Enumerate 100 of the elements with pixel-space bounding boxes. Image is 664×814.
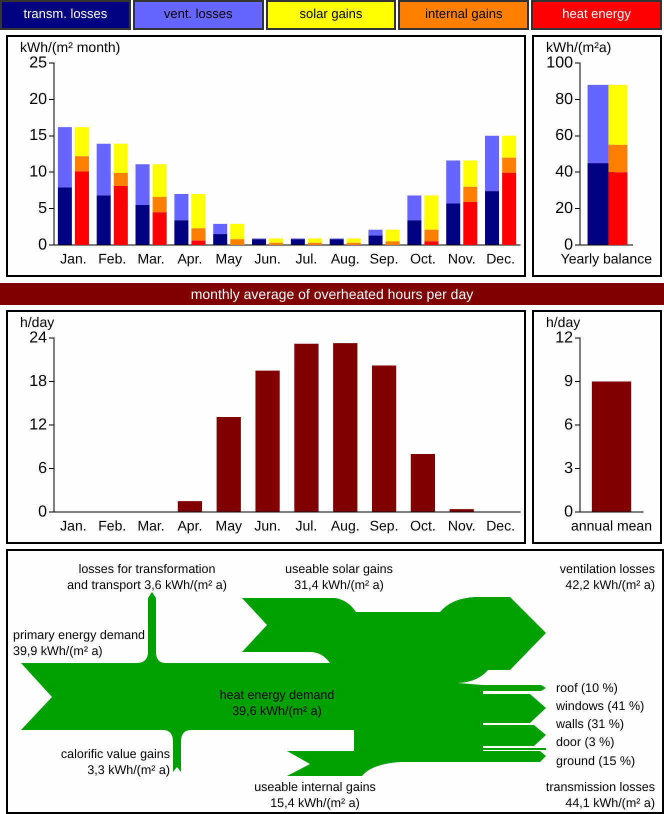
bar (368, 230, 383, 236)
y-axis-title: h/day (20, 314, 54, 330)
y-tick-label: 6 (564, 416, 574, 434)
bar (446, 204, 460, 244)
bar (252, 239, 266, 244)
bar (386, 241, 400, 245)
bar (174, 194, 188, 220)
y-axis-title: h/day (546, 314, 580, 330)
x-tick-label: Apr. (177, 517, 202, 534)
text: transmission losses 44,1 kWh/(m² a) (546, 779, 655, 811)
x-tick-label: Feb. (98, 517, 126, 534)
bar (269, 238, 284, 243)
x-tick-label: Jan. (60, 517, 87, 534)
y-tick-label: 80 (555, 90, 574, 108)
y-tick-label: 9 (564, 372, 574, 390)
x-tick-label: Feb. (98, 250, 126, 266)
bar (74, 127, 89, 156)
bar (230, 239, 244, 245)
text: vent. losses (132, 0, 264, 30)
bar (96, 144, 111, 196)
y-tick-label: 24 (29, 329, 48, 346)
bar (407, 195, 422, 220)
text: ground (15 %) (556, 753, 636, 769)
bar (502, 172, 516, 245)
bar (502, 136, 516, 158)
x-tick-label: Oct. (410, 250, 436, 266)
x-tick-label: Dec. (486, 517, 515, 534)
x-tick-label: Sep. (370, 517, 398, 534)
y-tick-label: 6 (38, 460, 48, 477)
bar (152, 212, 167, 245)
bar (114, 186, 128, 245)
bar (114, 172, 128, 186)
bar (152, 196, 167, 212)
bar (424, 241, 438, 245)
x-tick-label: Jun. (254, 517, 281, 534)
y-tick-label: 12 (29, 416, 48, 434)
x-tick-label: Mar. (137, 250, 165, 266)
bar (346, 238, 361, 243)
x-tick-label: Jul. (296, 517, 318, 534)
y-tick-label: 0 (38, 503, 48, 520)
bar (74, 156, 89, 172)
bar (213, 224, 228, 234)
chart-title: monthly average of overheated hours per day (0, 283, 664, 305)
text: transm. losses (0, 0, 131, 30)
y-tick-label: 20 (555, 200, 574, 218)
x-tick-label: Jun. (254, 250, 281, 266)
y-tick-label: 0 (38, 236, 48, 254)
x-tick-label: Aug. (330, 517, 360, 534)
text: useable internal gains 15,4 kWh/(m² a) (254, 779, 376, 811)
x-tick-label: Jan. (60, 250, 87, 266)
text: losses for transformation and transport 3,6 kWh/(m² a) (67, 561, 227, 593)
text: ventilation losses 42,2 kWh/(m² a) (560, 561, 655, 593)
bar (502, 158, 516, 173)
text: internal gains (398, 0, 530, 30)
bar (96, 195, 111, 244)
y-tick-label: 18 (29, 372, 48, 390)
x-tick-label: Oct. (410, 517, 436, 534)
bar (58, 187, 72, 244)
x-tick-label: May (216, 250, 242, 266)
text: useable solar gains 31,4 kWh/(m² a) (285, 561, 393, 593)
x-tick-label: Apr. (177, 250, 202, 266)
y-tick-label: 10 (29, 164, 48, 181)
text: roof (10 %) (556, 680, 618, 696)
bar (424, 195, 438, 230)
y-tick-label: 15 (29, 127, 48, 144)
bar (463, 160, 478, 187)
bar (368, 236, 383, 244)
bar (424, 230, 438, 242)
bar (410, 454, 436, 512)
x-tick-label: Sep. (370, 250, 398, 266)
y-tick-label: 40 (555, 164, 574, 181)
x-tick-label: Nov. (448, 517, 476, 534)
bar (230, 224, 244, 240)
y-tick-label: 3 (564, 460, 574, 477)
x-tick-label: Nov. (448, 250, 476, 266)
text: walls (31 %) (556, 716, 624, 732)
y-tick-label: 25 (29, 54, 48, 72)
bar (290, 239, 305, 244)
bar (136, 164, 150, 205)
y-axis-title: kWh/(m² month) (20, 38, 120, 55)
y-tick-label: 0 (564, 503, 574, 520)
bar (216, 417, 241, 512)
bar (74, 171, 89, 245)
bar (152, 164, 167, 197)
text: heat energy (531, 0, 662, 30)
bar (191, 228, 206, 241)
bar (485, 191, 500, 244)
bar (372, 366, 396, 512)
y-tick-label: 60 (555, 127, 574, 144)
bar (446, 160, 460, 204)
y-tick-label: 12 (555, 329, 574, 346)
bar (330, 239, 344, 244)
bar (174, 220, 188, 244)
bar (136, 204, 150, 244)
bar (255, 370, 280, 512)
x-tick-label: Dec. (486, 250, 515, 266)
bar (485, 136, 500, 192)
bar (333, 343, 358, 512)
bar (308, 238, 322, 243)
bar (114, 144, 128, 173)
